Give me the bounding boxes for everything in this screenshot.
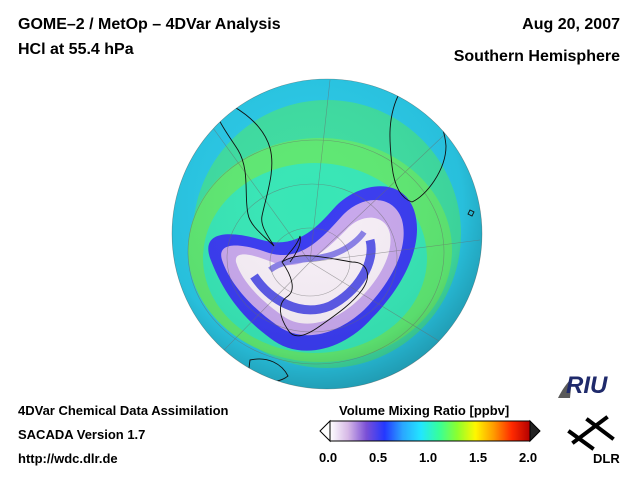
colorbar-title: Volume Mixing Ratio [ppbv] (339, 403, 510, 418)
riu-logo: RIU (566, 372, 608, 399)
hemisphere-label: Southern Hemisphere (453, 48, 620, 65)
species-level-label: HCl at 55.4 hPa (18, 41, 134, 58)
antarctic-peninsula (281, 235, 301, 263)
colorbar-tick-label: 1.0 (419, 450, 438, 465)
colorbar-tick-label: 0.5 (369, 450, 388, 465)
globe-shade (172, 79, 482, 389)
antarctica-coast (280, 255, 368, 337)
footer-version: SACADA Version 1.7 (18, 427, 146, 442)
colorbar-tick-label: 1.5 (469, 450, 488, 465)
footer-assimilation: 4DVar Chemical Data Assimilation (18, 403, 229, 418)
dlr-logo-icon (567, 415, 615, 451)
colorbar-tick-label: 0.0 (319, 450, 338, 465)
colorbar-ramp (329, 420, 531, 442)
colorbar-over-arrow (529, 419, 541, 443)
colorbar-under-arrow (319, 419, 331, 443)
globe-outline (171, 78, 483, 390)
analysis-date: Aug 20, 2007 (522, 16, 620, 33)
dlr-logo-text: DLR (593, 451, 620, 466)
map-title: GOME–2 / MetOp – 4DVar Analysis (18, 16, 281, 33)
south-america-coast (211, 95, 275, 247)
colorbar (319, 419, 541, 443)
riu-logo-mark (558, 378, 572, 398)
small-island (467, 209, 475, 217)
colorbar-tick-label: 2.0 (519, 450, 538, 465)
footer-url[interactable]: http://wdc.dlr.de (18, 451, 118, 466)
